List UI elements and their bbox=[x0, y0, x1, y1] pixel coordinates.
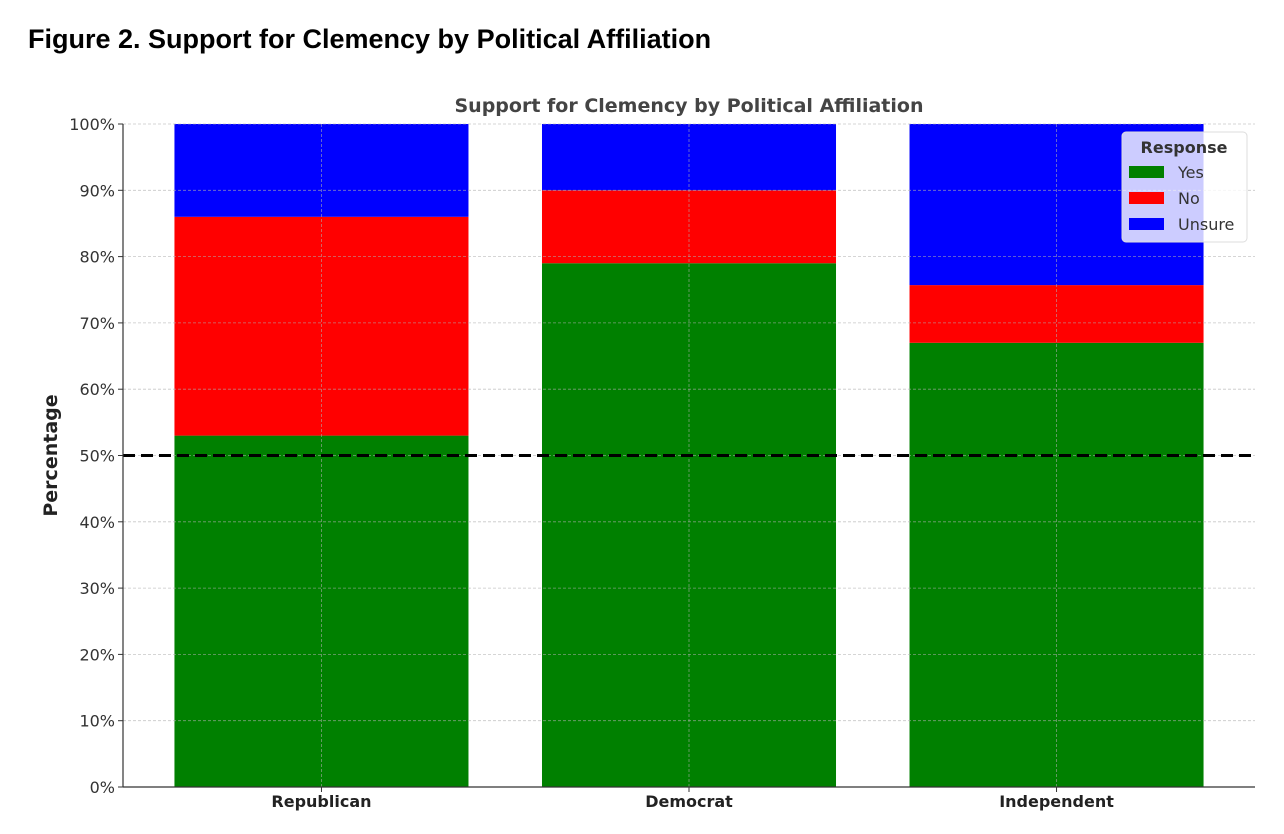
x-tick-label: Democrat bbox=[645, 792, 733, 811]
y-tick-label: 40% bbox=[79, 513, 115, 532]
legend-label-no: No bbox=[1178, 189, 1200, 208]
legend-title: Response bbox=[1141, 138, 1228, 157]
y-tick-label: 10% bbox=[79, 712, 115, 731]
x-tick-label: Republican bbox=[271, 792, 371, 811]
y-tick-label: 20% bbox=[79, 645, 115, 664]
legend-swatch-yes bbox=[1129, 166, 1164, 178]
legend-swatch-no bbox=[1129, 192, 1164, 204]
legend-box bbox=[1121, 131, 1248, 243]
chart-title: Support for Clemency by Political Affili… bbox=[455, 95, 924, 117]
y-axis-label: Percentage bbox=[40, 394, 62, 516]
legend-label-unsure: Unsure bbox=[1178, 215, 1234, 234]
y-tick-label: 30% bbox=[79, 579, 115, 598]
y-tick-label: 90% bbox=[79, 181, 115, 200]
legend-swatch-unsure bbox=[1129, 218, 1164, 230]
y-tick-label: 100% bbox=[69, 115, 115, 134]
y-tick-label: 0% bbox=[90, 778, 115, 797]
y-tick-label: 80% bbox=[79, 248, 115, 267]
x-tick-label: Independent bbox=[999, 792, 1114, 811]
legend-label-yes: Yes bbox=[1177, 163, 1204, 182]
y-tick-label: 50% bbox=[79, 447, 115, 466]
y-tick-label: 70% bbox=[79, 314, 115, 333]
y-tick-label: 60% bbox=[79, 380, 115, 399]
figure-title: Figure 2. Support for Clemency by Politi… bbox=[28, 24, 712, 54]
